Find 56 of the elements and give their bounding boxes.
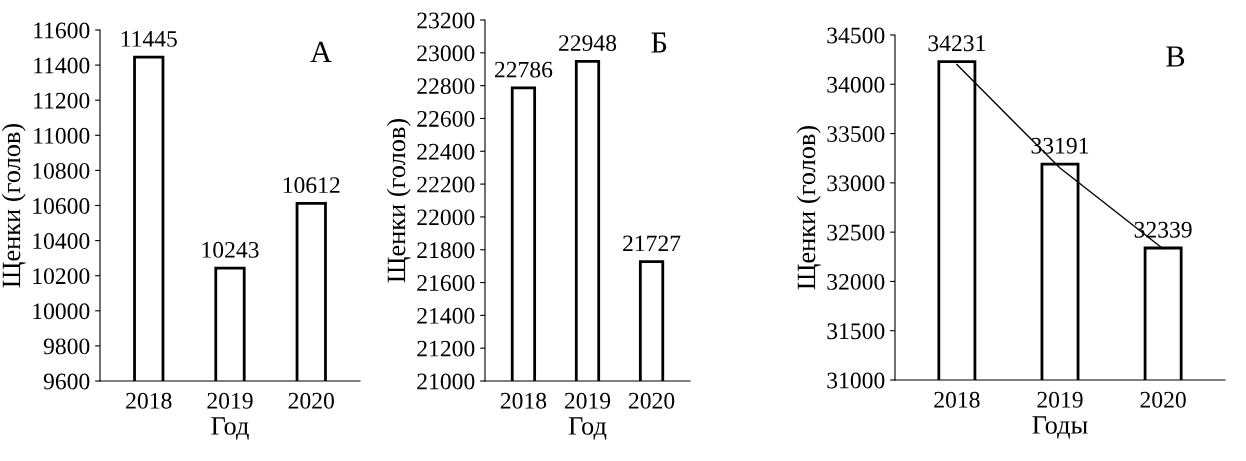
y-tick-label: 31500 xyxy=(827,323,885,340)
data-label: 22786 xyxy=(494,61,553,78)
data-label: 21727 xyxy=(623,235,681,252)
x-axis-title: Годы xyxy=(1032,416,1088,439)
y-tick-label: 11000 xyxy=(34,127,90,144)
y-tick-label: 21200 xyxy=(417,340,475,357)
data-label: 10243 xyxy=(202,241,259,258)
x-axis-title: Год xyxy=(211,417,249,440)
x-tick-label: 2018 xyxy=(934,391,980,408)
x-tick-label: 2019 xyxy=(564,392,611,409)
y-tick-label: 21600 xyxy=(417,275,475,291)
y-tick-label: 34500 xyxy=(827,27,885,44)
y-tick-label: 22400 xyxy=(417,143,475,160)
y-tick-label: 23000 xyxy=(417,45,475,62)
y-tick-label: 21800 xyxy=(417,242,475,259)
y-tick-label: 10800 xyxy=(33,162,90,179)
y-tick-label: 22800 xyxy=(417,78,475,95)
y-tick-label: 10000 xyxy=(33,303,90,320)
y-tick-label: 22000 xyxy=(417,209,475,226)
y-tick-label: 11200 xyxy=(34,92,90,109)
y-tick-label: 32000 xyxy=(827,273,885,290)
x-tick-label: 2020 xyxy=(288,392,334,409)
y-tick-label: 11400 xyxy=(34,57,90,74)
y-tick-label: 23200 xyxy=(417,12,475,29)
x-tick-label: 2018 xyxy=(126,392,172,409)
y-axis-title: Щенки (голов) xyxy=(386,118,411,283)
y-tick-label: 21000 xyxy=(417,373,475,390)
annotation: А xyxy=(310,41,332,62)
y-tick-label: 10200 xyxy=(33,268,90,285)
y-tick-label: 9800 xyxy=(43,338,90,355)
y-tick-label: 33000 xyxy=(827,175,885,192)
data-label: 11445 xyxy=(121,31,177,47)
x-axis-title: Год xyxy=(568,417,607,440)
x-tick-label: 2019 xyxy=(1037,391,1083,408)
y-tick-label: 22200 xyxy=(417,176,475,193)
y-tick-label: 11600 xyxy=(34,22,90,39)
y-tick-label: 10600 xyxy=(33,197,90,214)
y-tick-label: 10400 xyxy=(33,233,90,250)
y-tick-label: 32500 xyxy=(827,224,885,241)
y-axis-title: Щенки (голов) xyxy=(796,125,821,290)
data-label: 22948 xyxy=(559,35,617,51)
data-label: 34231 xyxy=(928,35,985,52)
y-axis-title: Щенки (голов) xyxy=(1,123,26,288)
x-tick-label: 2019 xyxy=(207,392,253,409)
y-tick-label: 31000 xyxy=(827,372,885,389)
y-tick-label: 21400 xyxy=(417,307,475,324)
annotation: В xyxy=(1166,46,1185,67)
y-tick-label: 34000 xyxy=(827,76,885,93)
x-tick-label: 2020 xyxy=(628,392,675,409)
x-tick-label: 2018 xyxy=(500,392,547,409)
x-tick-label: 2020 xyxy=(1140,391,1186,408)
annotation: Б xyxy=(651,32,667,53)
y-tick-label: 33500 xyxy=(827,126,885,142)
y-tick-label: 9600 xyxy=(43,373,90,390)
y-tick-label: 22600 xyxy=(417,110,475,127)
data-label: 10612 xyxy=(283,177,340,194)
